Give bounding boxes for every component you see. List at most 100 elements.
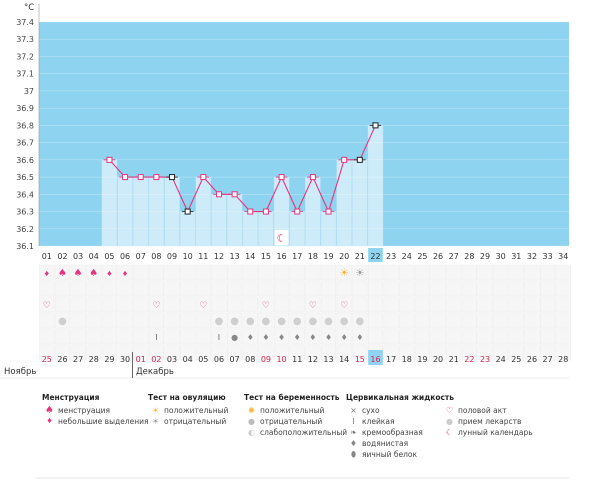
calendar-date-label: 01 — [136, 355, 146, 364]
icon-cell — [180, 328, 196, 345]
icon-cell — [242, 296, 258, 313]
calendar-date-label: 28 — [558, 355, 568, 364]
cycle-day-label: 04 — [89, 252, 99, 261]
icon-cell — [352, 312, 368, 329]
icon-cell — [54, 280, 71, 297]
icon-cell — [39, 280, 55, 297]
icon-cell — [320, 312, 337, 329]
icon-cell — [133, 312, 149, 329]
icon-cell — [86, 312, 102, 329]
icon-cell — [289, 280, 305, 297]
calendar-date-label: 25 — [511, 355, 521, 364]
icon-cell — [117, 312, 133, 329]
calendar-date-label: 17 — [386, 355, 396, 364]
icon-cell — [164, 344, 180, 361]
icon-cell — [211, 296, 227, 313]
y-tick-label: 36.1 — [16, 242, 34, 251]
icon-cell — [524, 296, 540, 313]
calendar-date-label: 20 — [433, 355, 443, 364]
icon-cell — [336, 328, 352, 345]
icon-cell — [383, 280, 399, 297]
icon-cell — [320, 296, 337, 313]
legend-cervical-creamy: кремообразная — [362, 428, 423, 437]
icon-cell — [39, 328, 55, 345]
icon-cell — [39, 296, 55, 313]
icon-cell — [555, 280, 571, 297]
pill-icon: ● — [309, 316, 318, 327]
icon-cell — [399, 264, 415, 281]
temperature-point — [106, 156, 113, 163]
y-tick-label: 36.3 — [16, 208, 34, 217]
icon-cell — [524, 344, 540, 361]
calendar-date-label: 12 — [308, 355, 318, 364]
icon-cell — [336, 296, 352, 313]
legend-ovulation-title: Тест на овуляцию — [148, 393, 226, 402]
cycle-day-label: 27 — [449, 252, 459, 261]
icon-cell — [367, 280, 384, 297]
legend-cervical-eggwhite: яичный белок — [362, 450, 418, 459]
icon-cell — [117, 328, 133, 345]
icon-cell — [555, 344, 571, 361]
icon-cell — [414, 328, 431, 345]
icon-cell — [305, 312, 321, 329]
heart-icon: ♡ — [340, 301, 348, 311]
icon-cell — [493, 312, 509, 329]
icon-cell — [414, 264, 431, 281]
y-tick-label: 36.9 — [16, 104, 34, 113]
temperature-point — [231, 191, 238, 198]
cycle-day-label: 12 — [214, 252, 224, 261]
icon-cell — [164, 328, 180, 345]
pill-icon: ● — [277, 316, 286, 327]
icon-cell — [508, 296, 524, 313]
icon-cell — [39, 312, 55, 329]
icon-cell — [227, 296, 243, 313]
temperature-bar — [101, 159, 118, 247]
icon-cell — [242, 280, 258, 297]
cycle-day-label: 11 — [198, 252, 208, 261]
calendar-date-label: 15 — [355, 355, 365, 364]
light-drop-icon: ♦ — [106, 270, 112, 278]
icon-cell — [461, 312, 477, 329]
temperature-point — [372, 122, 379, 129]
month-label-december: Декабрь — [136, 367, 174, 377]
legend-ovulation: Тест на овуляцию ☀ положительный ☀ отрицат… — [148, 392, 228, 427]
temperature-point — [153, 174, 160, 181]
calendar-date-label: 05 — [198, 355, 208, 364]
icon-cell — [86, 328, 102, 345]
icon-cell — [320, 328, 337, 345]
heavy-drop-icon: ♠ — [89, 268, 98, 279]
calendar-date-label: 16 — [370, 355, 380, 364]
icon-cell — [540, 344, 556, 361]
creamy-icon: ♦ — [278, 333, 285, 342]
icon-cell — [70, 264, 86, 281]
test-weak-icon: ◐ — [248, 428, 255, 437]
legend-pregnancy-negative: отрицательный — [260, 417, 323, 426]
legend-lunar: лунный календарь — [458, 428, 533, 437]
icon-cell — [117, 264, 133, 281]
icon-cell — [305, 280, 321, 297]
creamy-icon: ♦ — [262, 333, 269, 342]
icon-cell — [180, 344, 196, 361]
icon-cell — [477, 328, 493, 345]
calendar-date-label: 23 — [480, 355, 490, 364]
cycle-day-label: 10 — [183, 252, 193, 261]
cycle-day-label: 13 — [230, 252, 240, 261]
light-drop-icon: ♦ — [46, 417, 53, 425]
icon-cell — [383, 328, 399, 345]
icon-cell — [180, 296, 196, 313]
icon-cell — [274, 280, 290, 297]
icon-cell — [274, 328, 290, 345]
icon-cell — [508, 328, 524, 345]
icon-cell — [227, 264, 243, 281]
cycle-day-label: 14 — [245, 252, 255, 261]
temperature-point — [169, 174, 176, 181]
watery-icon: ♦ — [349, 439, 358, 448]
temperature-bar — [211, 194, 227, 247]
y-tick-label: 36.6 — [16, 156, 34, 165]
icon-cell — [148, 296, 164, 313]
cycle-day-label: 09 — [167, 252, 177, 261]
unit-label: °C — [24, 3, 34, 13]
icon-cell — [508, 280, 524, 297]
icon-cell — [446, 312, 462, 329]
sun-negative-icon: ☀ — [355, 268, 364, 279]
